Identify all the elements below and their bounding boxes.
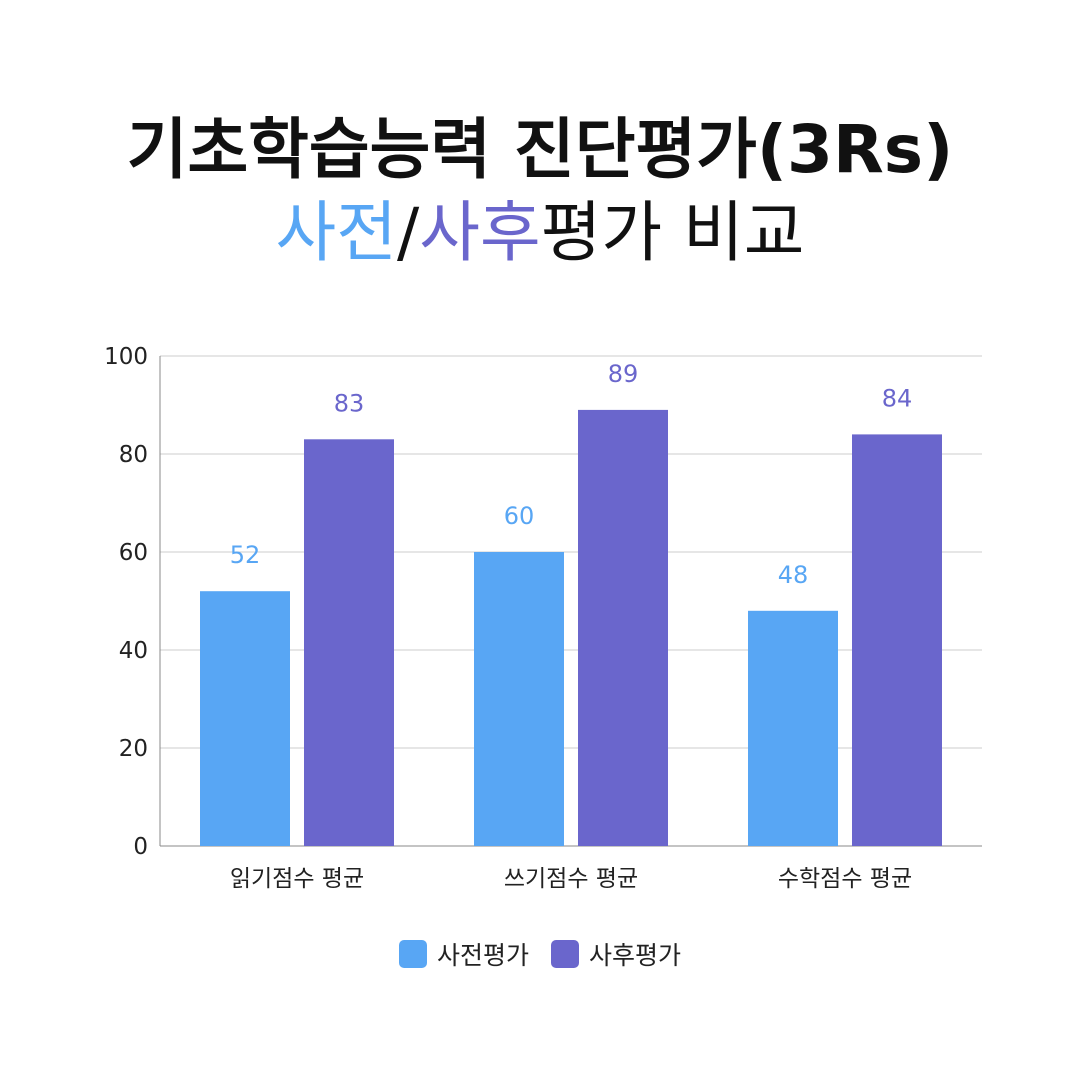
bar: [748, 610, 838, 846]
bar-value-label: 84: [882, 384, 913, 412]
bar: [200, 591, 290, 846]
subtitle-post-text: 사후: [419, 194, 541, 271]
bar: [578, 409, 668, 846]
bar-value-label: 52: [230, 541, 261, 569]
chart-title-text: 기초학습능력 진단평가(3Rs): [126, 111, 954, 188]
x-tick-label: 읽기점수 평균: [230, 866, 364, 892]
bar-value-label: 60: [504, 502, 535, 530]
legend-label-pre: 사전평가: [436, 941, 529, 970]
chart-legend: 사전평가 사후평가: [0, 936, 1080, 972]
y-tick-label: 80: [119, 442, 148, 468]
x-tick-label: 수학점수 평균: [778, 866, 912, 892]
y-tick-label: 60: [119, 540, 148, 566]
y-tick-label: 100: [104, 344, 148, 370]
legend-label-post: 사후평가: [589, 941, 682, 970]
subtitle-separator: /: [396, 194, 420, 271]
legend-swatch-post: [551, 940, 579, 968]
bar: [852, 434, 942, 846]
legend-item-post: 사후평가: [551, 936, 681, 972]
legend-swatch-pre: [398, 940, 427, 968]
subtitle-pre-text: 사전: [275, 194, 397, 271]
chart-title: 기초학습능력 진단평가(3Rs): [0, 105, 1080, 195]
subtitle-rest-text: 평가 비교: [540, 194, 805, 271]
bar: [304, 439, 394, 846]
bar-value-label: 89: [608, 360, 639, 388]
y-tick-label: 40: [119, 638, 148, 664]
chart-subtitle: 사전/사후평가 비교: [0, 188, 1080, 278]
bar-value-label: 48: [778, 561, 809, 589]
bar-value-label: 83: [334, 389, 365, 417]
y-tick-label: 20: [119, 736, 148, 762]
bar: [474, 552, 564, 846]
x-tick-label: 쓰기점수 평균: [504, 866, 638, 892]
y-tick-label: 0: [133, 834, 148, 860]
legend-item-pre: 사전평가: [398, 936, 529, 972]
